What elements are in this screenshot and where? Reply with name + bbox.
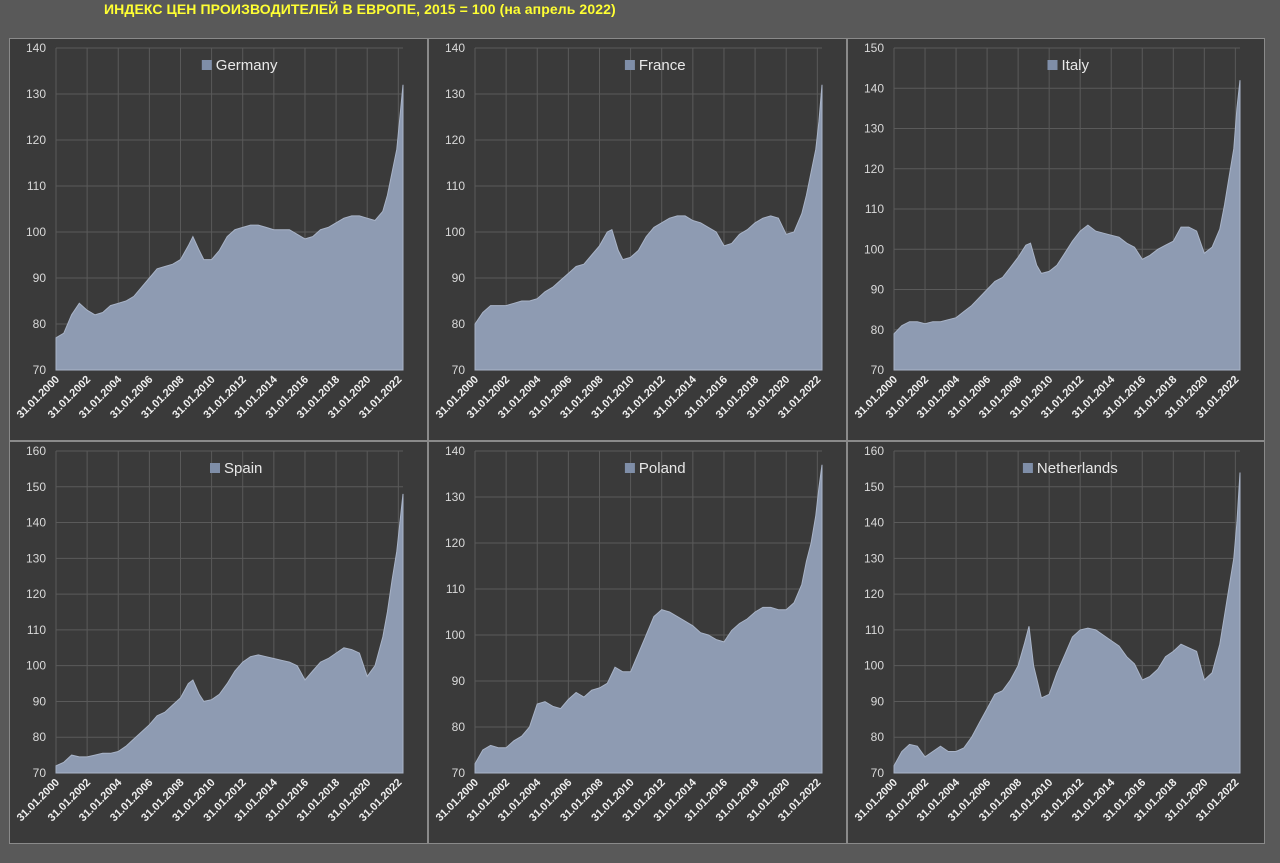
y-tick-label: 150: [864, 480, 884, 494]
y-tick-label: 110: [446, 179, 465, 193]
y-tick-label: 140: [864, 516, 884, 530]
legend-label: Poland: [639, 460, 686, 477]
y-tick-label: 100: [26, 225, 46, 239]
y-tick-label: 90: [871, 694, 885, 708]
y-tick-label: 80: [33, 730, 47, 744]
y-tick-label: 70: [871, 766, 885, 780]
y-tick-label: 80: [871, 323, 885, 337]
chart-panel-germany: 70 80 90 100 110 120 130 140 31.01.2000 31.01.200…: [9, 38, 428, 441]
y-tick-label: 100: [445, 225, 465, 239]
y-tick-label: 160: [864, 444, 884, 458]
page-title: ИНДЕКС ЦЕН ПРОИЗВОДИТЕЛЕЙ В ЕВРОПЕ, 2015…: [104, 1, 616, 17]
legend-swatch: [1022, 463, 1033, 473]
chart-panel-france: 70 80 90 100 110 120 130 140 31.01.2000 31.01.200…: [428, 38, 847, 441]
legend: France: [624, 57, 686, 74]
legend: Netherlands: [1022, 460, 1118, 477]
legend-swatch: [201, 60, 212, 70]
y-tick-label: 150: [864, 41, 884, 55]
y-tick-label: 90: [452, 271, 466, 285]
series-area-france: [474, 84, 823, 371]
y-tick-label: 150: [26, 480, 46, 494]
y-tick-label: 110: [865, 623, 884, 637]
legend-swatch: [1047, 60, 1058, 70]
y-tick-label: 120: [26, 587, 46, 601]
y-tick-label: 140: [26, 516, 46, 530]
legend-label: Germany: [216, 57, 278, 74]
legend-swatch: [624, 60, 635, 70]
y-tick-label: 140: [864, 81, 884, 95]
y-tick-label: 70: [33, 766, 47, 780]
y-tick-label: 110: [865, 202, 884, 216]
y-tick-label: 90: [33, 694, 47, 708]
y-tick-label: 130: [864, 122, 884, 136]
chart-poland: 70809010011012013014031.01.200031.01.200…: [434, 444, 824, 824]
y-tick-label: 130: [445, 490, 465, 504]
y-tick-label: 110: [27, 623, 46, 637]
y-tick-label: 120: [864, 587, 884, 601]
legend-label: Italy: [1062, 57, 1090, 74]
chart-france: 70809010011012013014031.01.200031.01.200…: [434, 41, 824, 421]
y-tick-label: 130: [26, 87, 46, 101]
y-tick-label: 80: [452, 720, 466, 734]
y-tick-label: 90: [33, 271, 47, 285]
y-tick-label: 80: [871, 730, 885, 744]
chart-panel-netherlands: 70 80 90 100 110 120 130 140 150 160 31.01.2000 31.…: [847, 441, 1265, 844]
legend-label: Netherlands: [1037, 460, 1118, 477]
y-tick-label: 70: [452, 363, 466, 377]
legend-swatch: [624, 463, 635, 473]
chart-panel-italy: 70 80 90 100 110 120 130 140 150 31.01.2000 31.01.…: [847, 38, 1265, 441]
chart-panel-spain: 70 80 90 100 110 120 130 140 150 160 31.01.2000 31.…: [9, 441, 428, 844]
y-tick-label: 100: [864, 242, 884, 256]
series-area-italy: [893, 80, 1241, 371]
legend: Italy: [1047, 57, 1090, 74]
y-tick-label: 100: [26, 659, 46, 673]
y-tick-label: 90: [871, 283, 885, 297]
y-tick-label: 140: [445, 41, 465, 55]
y-tick-label: 140: [445, 444, 465, 458]
legend: Germany: [201, 57, 278, 74]
y-tick-label: 110: [446, 582, 465, 596]
y-tick-label: 80: [452, 317, 466, 331]
series-area-germany: [55, 84, 404, 371]
series-area-netherlands: [893, 472, 1241, 774]
y-tick-label: 80: [33, 317, 47, 331]
y-tick-label: 70: [33, 363, 47, 377]
series-area-spain: [55, 493, 404, 774]
y-tick-label: 130: [26, 551, 46, 565]
y-tick-label: 120: [445, 536, 465, 550]
chart-spain: 70809010011012013014015016031.01.200031.…: [15, 444, 405, 824]
y-tick-label: 120: [864, 162, 884, 176]
y-tick-label: 90: [452, 674, 466, 688]
y-tick-label: 120: [445, 133, 465, 147]
y-tick-label: 100: [864, 659, 884, 673]
legend: Spain: [210, 460, 262, 477]
chart-netherlands: 70809010011012013014015016031.01.200031.…: [853, 444, 1242, 824]
chart-germany: 70809010011012013014031.01.200031.01.200…: [15, 41, 405, 421]
legend-label: France: [639, 57, 686, 74]
series-area-poland: [474, 464, 823, 774]
y-tick-label: 130: [864, 551, 884, 565]
y-tick-label: 140: [26, 41, 46, 55]
y-tick-label: 100: [445, 628, 465, 642]
chart-italy: 70809010011012013014015031.01.200031.01.…: [853, 41, 1242, 421]
y-tick-label: 70: [452, 766, 466, 780]
chart-panel-poland: 70 80 90 100 110 120 130 140 31.01.2000 31.01.200…: [428, 441, 847, 844]
legend-swatch: [210, 463, 220, 473]
y-tick-label: 70: [871, 363, 885, 377]
y-tick-label: 110: [27, 179, 46, 193]
y-tick-label: 120: [26, 133, 46, 147]
legend-label: Spain: [224, 460, 262, 477]
y-tick-label: 160: [26, 444, 46, 458]
y-tick-label: 130: [445, 87, 465, 101]
legend: Poland: [624, 460, 686, 477]
